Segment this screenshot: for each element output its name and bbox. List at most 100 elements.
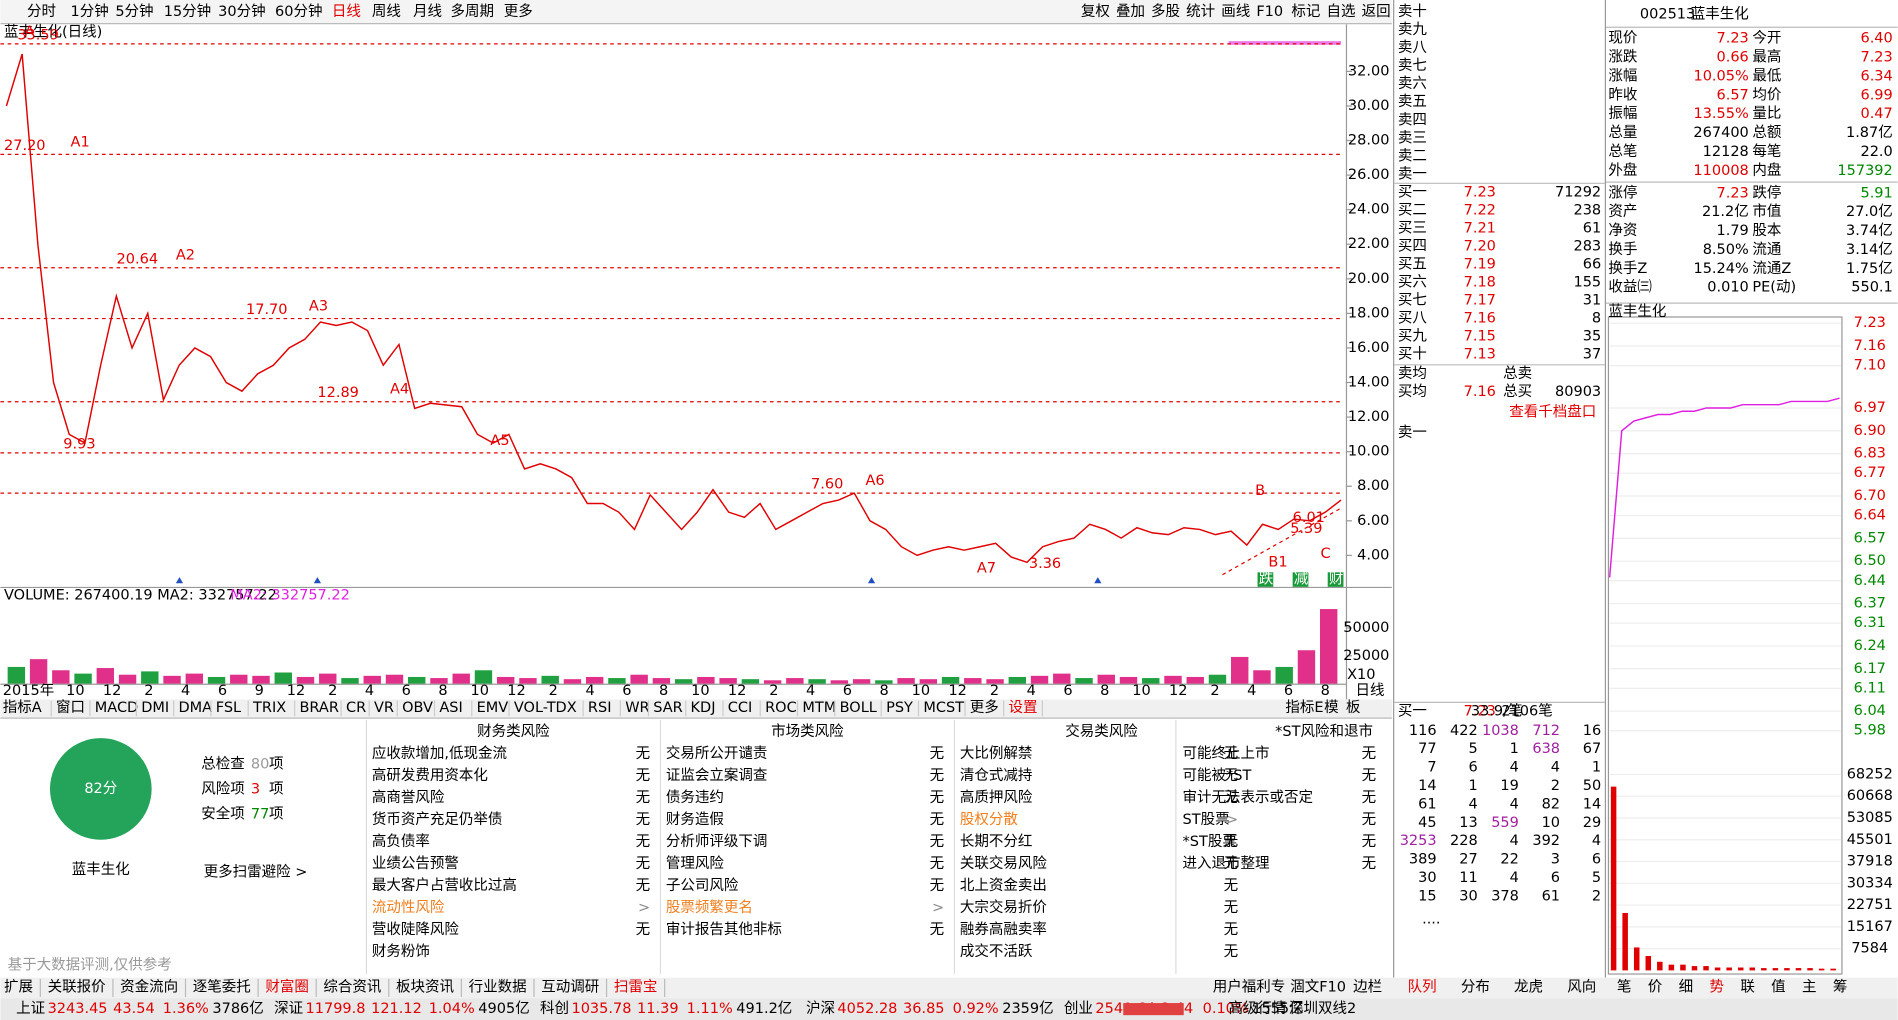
period-tab[interactable]: 15分钟: [164, 3, 211, 20]
indicator-tab[interactable]: ASI: [439, 700, 462, 716]
period-tab[interactable]: 日线: [332, 3, 361, 20]
bottom-tab[interactable]: 涸文F10: [1290, 978, 1346, 995]
risk-item[interactable]: 业绩公告预警: [372, 855, 459, 872]
period-tab[interactable]: 1分钟: [71, 3, 109, 20]
period-tab[interactable]: 更多: [504, 3, 533, 20]
tool-button[interactable]: 标记: [1291, 3, 1320, 20]
risk-item[interactable]: 高质押风险: [960, 789, 1033, 806]
bottom-tab[interactable]: 互动调研: [541, 978, 599, 995]
risk-item[interactable]: 大宗交易折价: [960, 898, 1047, 916]
risk-item[interactable]: 融券高融卖率: [960, 921, 1047, 938]
bottom-tab[interactable]: 板块资讯: [396, 977, 454, 995]
indicator-tab[interactable]: MCST: [923, 700, 964, 716]
bottom-tab[interactable]: 扫雷宝: [614, 978, 657, 995]
bottom-tab[interactable]: 综合资讯: [323, 978, 381, 995]
period-tab[interactable]: 60分钟: [275, 3, 322, 20]
indicator-tab[interactable]: OBV: [402, 700, 433, 716]
indicator-tab[interactable]: BOLL: [840, 700, 877, 716]
risk-item[interactable]: 长期不分红: [960, 833, 1032, 850]
side-tab[interactable]: 值: [1771, 978, 1786, 995]
indicator-tab[interactable]: 板: [1346, 698, 1361, 716]
risk-item[interactable]: 营收陡降风险: [372, 921, 459, 938]
risk-item[interactable]: 进入退市整理: [1183, 855, 1270, 872]
period-tab[interactable]: 多周期: [450, 3, 494, 20]
indicator-tab[interactable]: 更多: [970, 699, 999, 716]
indicator-tab[interactable]: WR: [625, 700, 649, 716]
indicator-tab[interactable]: 模: [1324, 699, 1338, 716]
risk-item[interactable]: 高负债率: [372, 833, 430, 850]
bottom-tab[interactable]: 行业数据: [469, 978, 527, 995]
side-tab[interactable]: 队列: [1408, 978, 1437, 995]
risk-item[interactable]: 可能终止上市: [1183, 745, 1270, 762]
indicator-tab[interactable]: VR: [374, 700, 394, 716]
period-tab[interactable]: 30分钟: [218, 3, 265, 20]
period-tab[interactable]: 周线: [372, 3, 401, 20]
side-tab[interactable]: 笔: [1617, 978, 1631, 995]
tool-button[interactable]: 叠加: [1116, 3, 1145, 20]
side-tab[interactable]: 筹: [1833, 978, 1847, 995]
period-tab[interactable]: 5分钟: [115, 3, 153, 20]
risk-item[interactable]: 货币资产充足仍举债: [372, 811, 503, 828]
indicator-tab[interactable]: FSL: [216, 700, 241, 716]
indicator-tab[interactable]: PSY: [886, 700, 913, 716]
risk-item[interactable]: 债务违约: [666, 789, 724, 806]
indicator-tab[interactable]: DMI: [141, 700, 169, 716]
risk-item[interactable]: 管理风险: [666, 855, 724, 872]
bottom-tab[interactable]: 扩展: [4, 978, 33, 995]
bottom-tab[interactable]: 关联报价: [48, 978, 106, 995]
risk-item[interactable]: 高研发费用资本化: [372, 767, 488, 784]
tool-button[interactable]: 统计: [1186, 3, 1215, 20]
indicator-tab[interactable]: ROC: [765, 700, 797, 716]
bottom-tab[interactable]: 用户福利专: [1213, 978, 1286, 995]
tool-button[interactable]: 多股: [1151, 3, 1180, 20]
risk-item[interactable]: 股权分散: [960, 811, 1018, 828]
risk-item[interactable]: 财务造假: [666, 811, 724, 828]
indicator-tab[interactable]: 窗口: [56, 698, 85, 716]
risk-item[interactable]: ST股票: [1183, 812, 1230, 828]
indicator-tab[interactable]: VOL-TDX: [514, 700, 577, 716]
depth-link[interactable]: 查看千档盘口: [1509, 403, 1596, 421]
indicator-tab[interactable]: CR: [346, 700, 366, 716]
bottom-tab[interactable]: 边栏: [1353, 978, 1382, 995]
indicator-tab[interactable]: TRIX: [252, 700, 286, 716]
tool-button[interactable]: 自选: [1327, 3, 1356, 20]
side-tab[interactable]: 联: [1740, 978, 1754, 995]
tool-button[interactable]: 画线: [1221, 3, 1250, 20]
indicator-tab[interactable]: RSI: [588, 700, 612, 716]
indicator-tab[interactable]: 指标E: [1285, 699, 1323, 716]
side-tab[interactable]: 风向: [1567, 978, 1596, 995]
risk-item[interactable]: 股票频繁更名: [666, 899, 753, 916]
risk-item[interactable]: 子公司风险: [666, 877, 739, 894]
risk-item[interactable]: 证监会立案调查: [666, 766, 768, 784]
bottom-tab[interactable]: 逐笔委托: [193, 978, 251, 995]
risk-item[interactable]: 审计无法表示或否定: [1183, 789, 1314, 806]
risk-item[interactable]: 分析师评级下调: [666, 833, 768, 850]
risk-item[interactable]: 清仓式减持: [960, 767, 1032, 784]
risk-item[interactable]: 成交不活跃: [960, 942, 1033, 960]
indicator-tab[interactable]: CCI: [728, 700, 753, 716]
risk-item[interactable]: 流动性风险: [372, 899, 445, 916]
risk-item[interactable]: 应收款增加,低现金流: [372, 744, 507, 762]
risk-item[interactable]: *ST股票: [1183, 834, 1237, 850]
side-tab[interactable]: 主: [1802, 978, 1816, 995]
risk-item[interactable]: 可能被*ST: [1183, 767, 1252, 784]
risk-item[interactable]: 财务粉饰: [372, 943, 430, 960]
side-tab[interactable]: 细: [1679, 978, 1693, 995]
side-tab[interactable]: 价: [1648, 979, 1663, 995]
indicator-tab[interactable]: 指标A: [3, 699, 42, 716]
risk-item[interactable]: 审计报告其他非标: [666, 921, 782, 938]
side-tab[interactable]: 分布: [1461, 978, 1490, 995]
bottom-tab[interactable]: 资金流向: [120, 978, 178, 995]
indicator-tab[interactable]: 设置: [1009, 699, 1038, 716]
risk-item[interactable]: 关联交易风险: [960, 854, 1047, 872]
risk-item[interactable]: 大比例解禁: [960, 745, 1032, 762]
bottom-tab[interactable]: 财富圈: [265, 977, 309, 995]
more-link[interactable]: 更多扫雷避险 >: [204, 863, 308, 880]
indicator-tab[interactable]: EMV: [477, 700, 509, 716]
indicator-tab[interactable]: KDJ: [691, 700, 716, 716]
risk-item[interactable]: 交易所公开谴责: [666, 744, 768, 762]
period-tab[interactable]: 分时: [27, 3, 56, 20]
side-tab[interactable]: 势: [1709, 978, 1723, 995]
indicator-tab[interactable]: BRAR: [299, 700, 338, 716]
risk-item[interactable]: 最大客户占营收比过高: [372, 877, 517, 894]
